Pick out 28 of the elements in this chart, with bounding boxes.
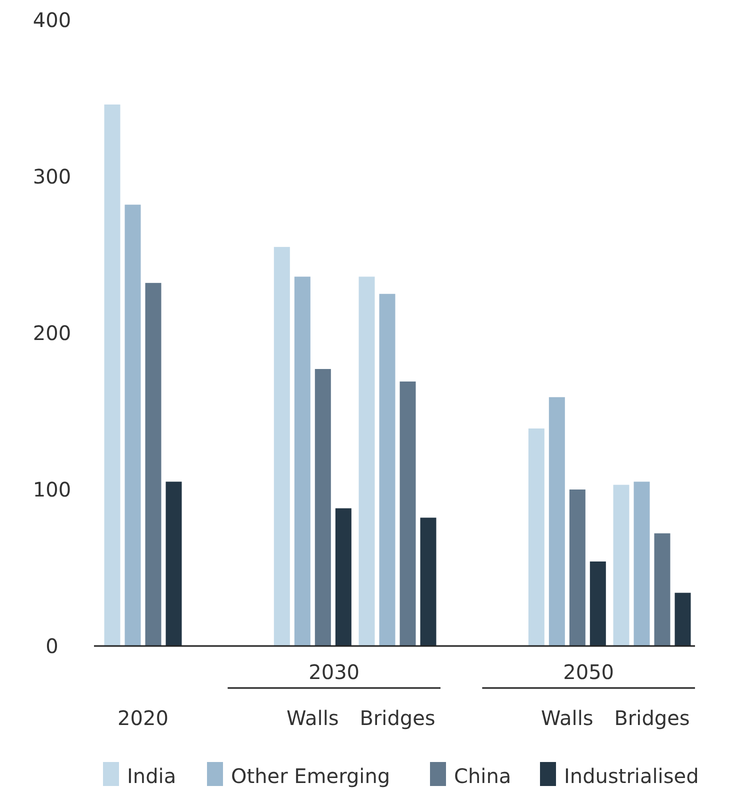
bar — [613, 484, 630, 646]
bar — [358, 276, 375, 646]
x-tick-label: Bridges — [360, 706, 436, 730]
bar — [145, 282, 162, 646]
bar — [104, 104, 120, 646]
bar — [674, 592, 691, 646]
y-tick-label: 200 — [32, 321, 72, 345]
y-tick-label: 0 — [46, 634, 58, 658]
bar — [124, 204, 141, 646]
bar — [654, 533, 670, 646]
x-tick-label: Bridges — [614, 706, 690, 730]
legend-label: China — [454, 764, 512, 788]
bar — [379, 294, 396, 646]
x-tick-label: 2020 — [118, 706, 168, 730]
text: 2030 — [308, 660, 360, 684]
text: 2050 — [563, 660, 614, 684]
bar — [166, 482, 182, 646]
legend-label: Other Emerging — [231, 764, 390, 788]
legend-label: India — [127, 764, 176, 788]
x-tick-label: Walls — [541, 706, 594, 730]
y-tick-label: 400 — [32, 8, 72, 32]
bar — [634, 482, 650, 646]
bar — [400, 382, 416, 646]
y-tick-label: 100 — [32, 478, 72, 502]
legend-label: Industrialised — [564, 764, 699, 788]
bar — [420, 518, 436, 646]
y-tick-label: 300 — [32, 164, 72, 188]
x-tick-label: Walls — [286, 706, 339, 730]
